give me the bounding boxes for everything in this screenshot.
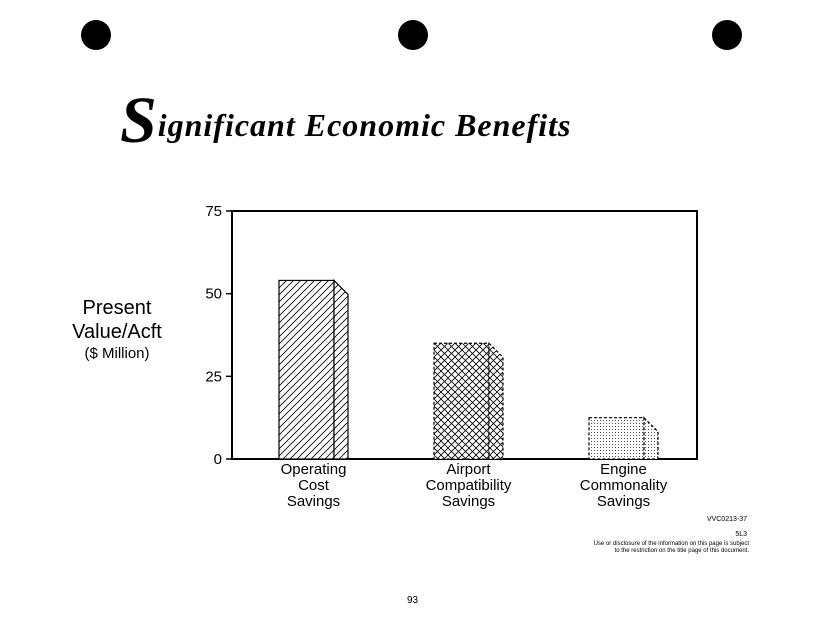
bar-front-2 <box>588 417 645 460</box>
binder-hole-center <box>398 20 428 50</box>
category-label-2-0: Engine <box>600 461 647 478</box>
title-initial: S <box>120 84 158 157</box>
page-title: Significant Economic Benefits <box>120 88 572 154</box>
bar-front-1 <box>433 342 490 460</box>
disclaimer: Use or disclosure of the information on … <box>529 541 749 555</box>
y-axis-label: Present Value/Acft ($ Million) <box>62 296 172 364</box>
bar-2 <box>588 416 659 460</box>
category-label-2-1: Commonality <box>580 477 668 494</box>
document-ref: 5L3 <box>735 531 747 538</box>
category-label-1-0: Airport <box>446 461 491 478</box>
y-tick-label-1: 25 <box>205 368 222 385</box>
y-axis-label-line2: Value/Acft <box>72 321 162 343</box>
category-label-0-2: Savings <box>287 493 340 510</box>
bar-0 <box>278 278 349 460</box>
binder-hole-right <box>712 20 742 50</box>
title-rest: ignificant Economic Benefits <box>157 107 572 143</box>
category-label-2-2: Savings <box>597 493 650 510</box>
page-number: 93 <box>406 595 419 606</box>
y-tick-label-3: 75 <box>205 203 222 220</box>
bar-side-0 <box>333 278 349 460</box>
category-label-0-0: Operating <box>281 461 347 478</box>
bar-front-0 <box>278 279 335 460</box>
disclaimer-line1: Use or disclosure of the information on … <box>593 541 749 547</box>
y-tick-label-2: 50 <box>205 286 222 303</box>
bar-side-1 <box>488 341 504 460</box>
disclaimer-line2: to the restriction on the title page of … <box>614 548 749 554</box>
category-label-1-2: Savings <box>442 493 495 510</box>
bar-side-2 <box>643 416 659 460</box>
y-axis-label-line1: Present <box>82 297 152 319</box>
category-label-1-1: Compatibility <box>426 477 512 494</box>
y-axis-unit: ($ Million) <box>84 345 150 362</box>
binder-hole-left <box>81 20 111 50</box>
document-code: VVC0213-37 <box>706 516 747 523</box>
y-tick-label-0: 0 <box>214 451 222 468</box>
category-label-0-1: Cost <box>298 477 330 494</box>
bar-1 <box>433 341 504 460</box>
